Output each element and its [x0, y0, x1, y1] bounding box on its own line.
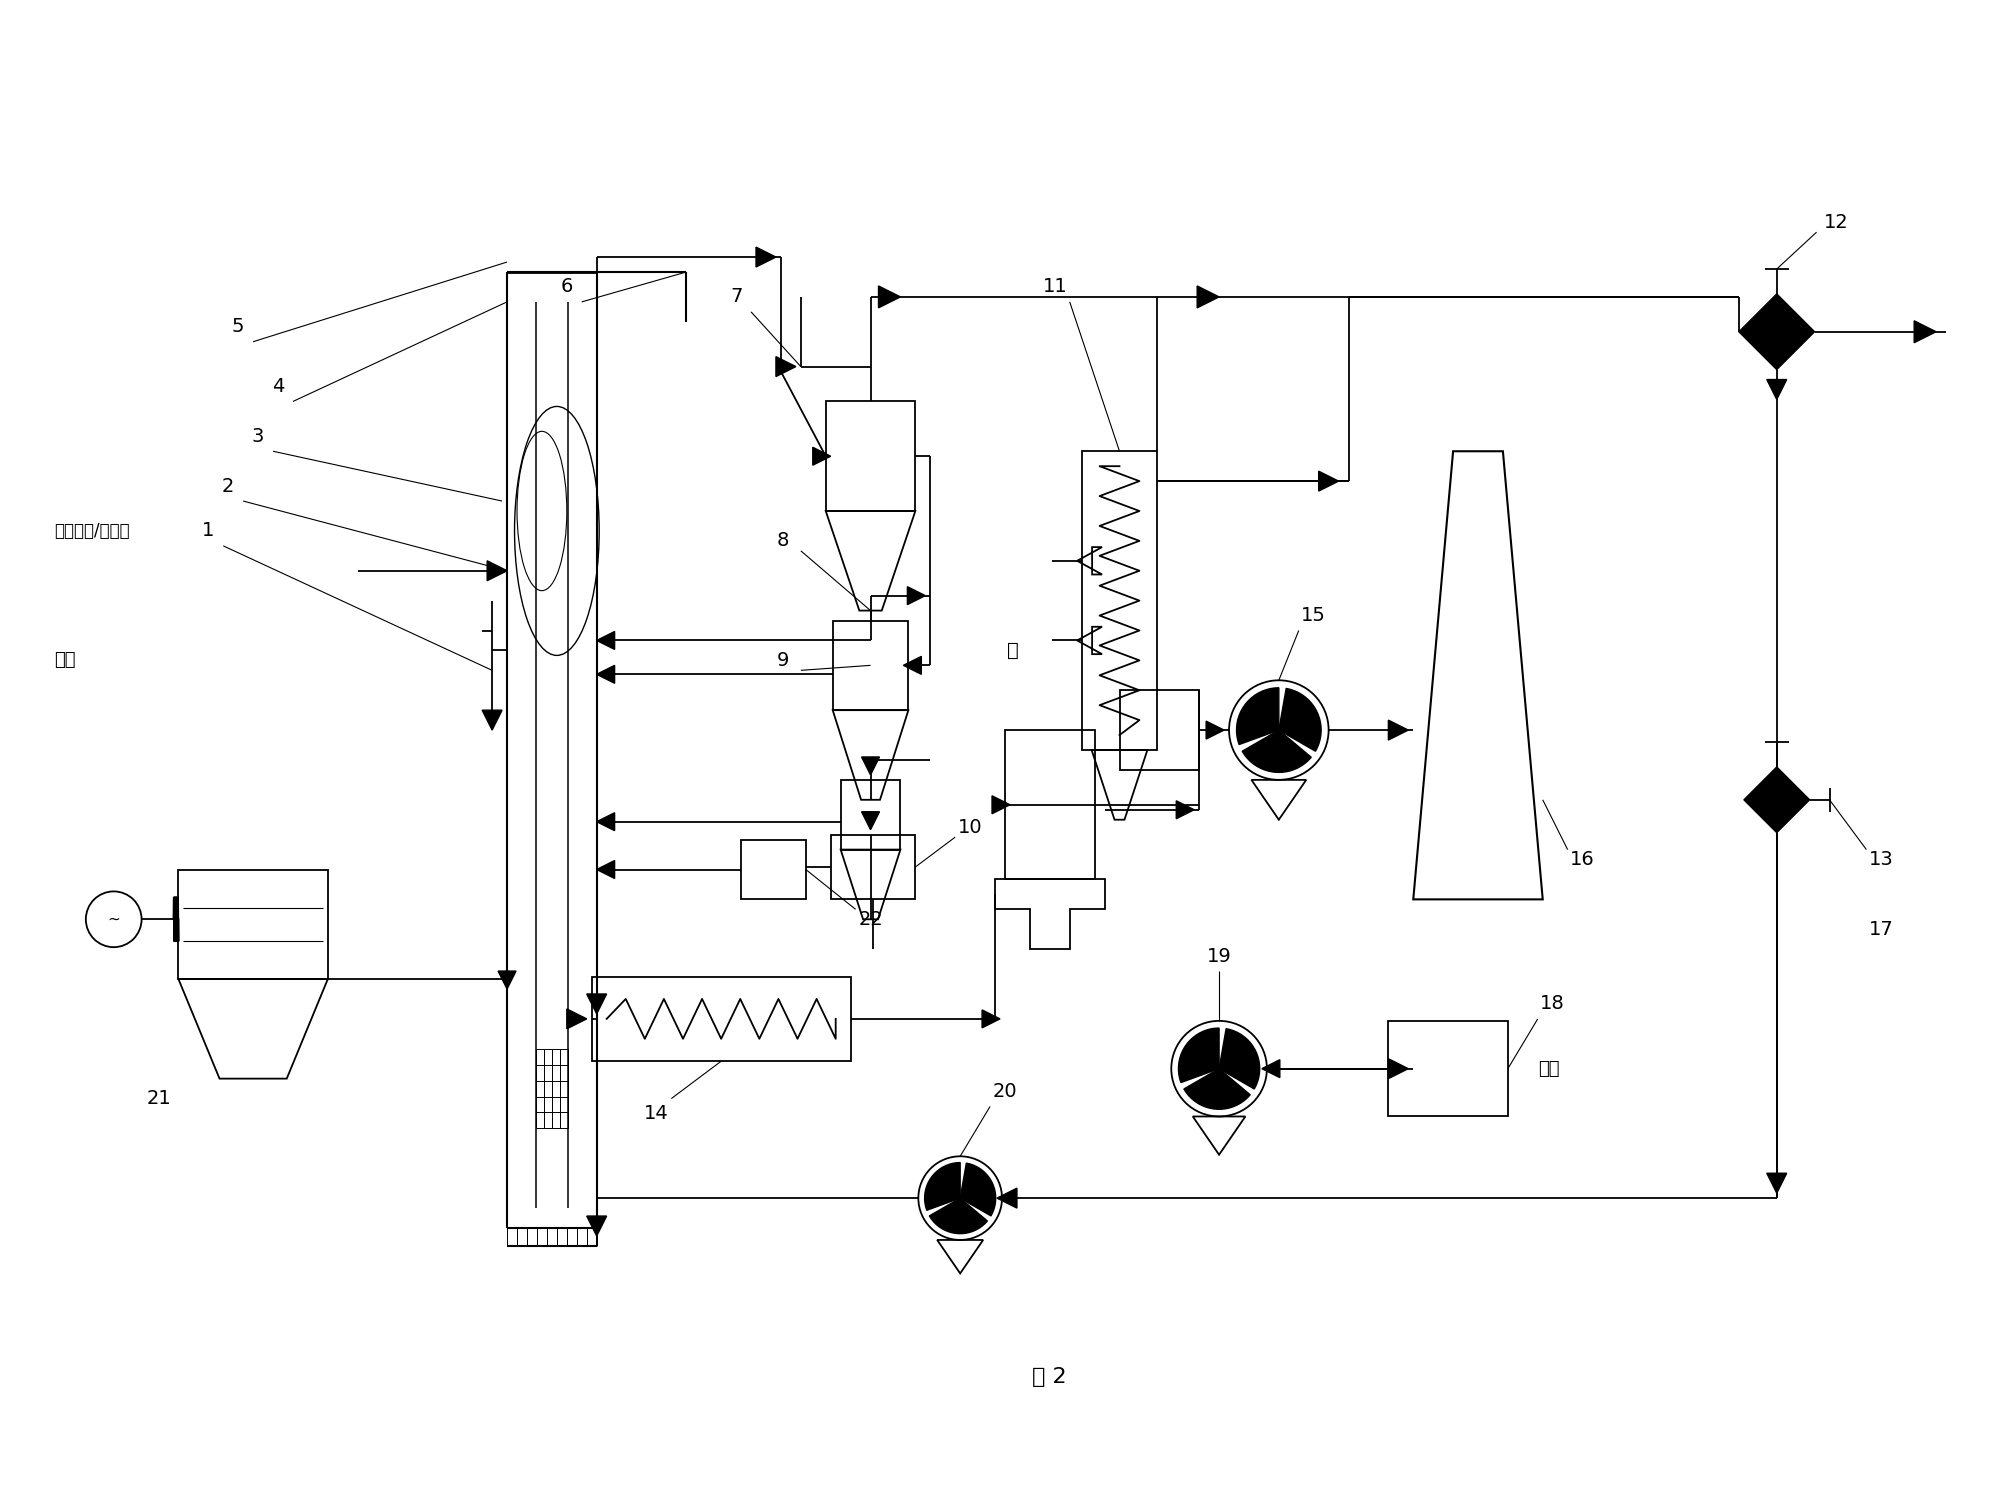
- Text: 17: 17: [1868, 920, 1894, 939]
- Polygon shape: [924, 1162, 960, 1210]
- Text: 2: 2: [222, 477, 234, 495]
- Bar: [742, 840, 806, 900]
- Bar: [832, 621, 908, 710]
- Polygon shape: [960, 1162, 996, 1216]
- Polygon shape: [596, 813, 614, 831]
- Polygon shape: [1776, 766, 1810, 832]
- Polygon shape: [1242, 730, 1312, 772]
- Polygon shape: [908, 586, 926, 604]
- Polygon shape: [878, 286, 900, 308]
- Polygon shape: [1176, 801, 1194, 819]
- Text: 空气: 空气: [1538, 1059, 1560, 1077]
- Text: 6: 6: [560, 278, 574, 297]
- Text: 4: 4: [272, 376, 284, 396]
- Text: 水: 水: [1006, 640, 1018, 660]
- Polygon shape: [586, 1216, 606, 1236]
- Polygon shape: [862, 758, 880, 776]
- Bar: [592, 976, 850, 1060]
- Text: 13: 13: [1868, 850, 1894, 868]
- Polygon shape: [1262, 1059, 1280, 1077]
- Polygon shape: [1744, 766, 1776, 832]
- Polygon shape: [488, 561, 508, 580]
- Polygon shape: [1198, 286, 1220, 308]
- Polygon shape: [1388, 1059, 1408, 1078]
- Polygon shape: [586, 994, 606, 1014]
- Text: 惰性床料/催化剂: 惰性床料/催化剂: [54, 522, 130, 540]
- Polygon shape: [1318, 471, 1338, 490]
- Polygon shape: [930, 1198, 988, 1233]
- Polygon shape: [1766, 1173, 1786, 1192]
- Text: 7: 7: [730, 288, 742, 306]
- Polygon shape: [596, 861, 614, 879]
- Text: 19: 19: [1206, 946, 1232, 966]
- Polygon shape: [1178, 1028, 1220, 1083]
- Text: 18: 18: [1540, 994, 1566, 1014]
- Text: 3: 3: [252, 427, 264, 445]
- Text: 14: 14: [644, 1104, 668, 1124]
- Bar: [826, 402, 916, 512]
- Bar: [178, 870, 328, 980]
- Text: 图 2: 图 2: [1032, 1368, 1068, 1388]
- Text: 21: 21: [146, 1089, 170, 1108]
- Polygon shape: [1776, 294, 1814, 369]
- Polygon shape: [1766, 380, 1786, 399]
- Polygon shape: [982, 1010, 1000, 1028]
- Text: 11: 11: [1042, 278, 1068, 297]
- Text: 1: 1: [202, 522, 214, 540]
- Polygon shape: [812, 447, 830, 465]
- Polygon shape: [596, 632, 614, 650]
- Text: 8: 8: [776, 531, 790, 550]
- Text: 9: 9: [776, 651, 790, 670]
- Text: 10: 10: [958, 818, 982, 837]
- Bar: [840, 780, 900, 849]
- Text: 22: 22: [858, 910, 882, 928]
- Polygon shape: [566, 1010, 586, 1029]
- Text: 16: 16: [1570, 850, 1594, 868]
- Polygon shape: [1278, 688, 1322, 752]
- Bar: [1388, 1022, 1508, 1116]
- Text: 物料: 物料: [54, 651, 76, 669]
- Text: 5: 5: [232, 318, 244, 336]
- Polygon shape: [998, 1188, 1016, 1208]
- Polygon shape: [776, 357, 796, 376]
- Polygon shape: [498, 970, 516, 988]
- Polygon shape: [992, 796, 1010, 813]
- Polygon shape: [1206, 722, 1224, 740]
- Polygon shape: [482, 710, 502, 730]
- Polygon shape: [904, 657, 922, 675]
- Bar: [1120, 690, 1200, 770]
- Polygon shape: [1914, 321, 1936, 342]
- Bar: [1082, 452, 1156, 750]
- Polygon shape: [1184, 1068, 1250, 1110]
- Bar: [830, 834, 916, 900]
- Polygon shape: [1388, 720, 1408, 740]
- Polygon shape: [862, 812, 880, 830]
- Text: 20: 20: [992, 1082, 1018, 1101]
- Polygon shape: [1220, 1029, 1260, 1089]
- Text: ~: ~: [108, 912, 120, 927]
- Polygon shape: [596, 666, 614, 684]
- Bar: [1004, 730, 1094, 879]
- Polygon shape: [1738, 294, 1776, 369]
- Polygon shape: [756, 248, 776, 267]
- Polygon shape: [1236, 688, 1278, 744]
- Text: 15: 15: [1302, 606, 1326, 625]
- Text: 12: 12: [1824, 213, 1848, 231]
